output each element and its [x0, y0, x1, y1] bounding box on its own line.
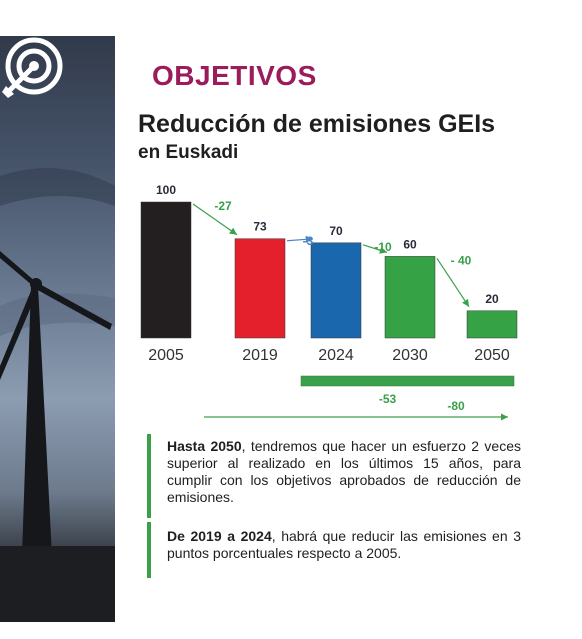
- note-2019-2024: De 2019 a 2024, habrá que reducir las em…: [147, 522, 521, 578]
- wind-turbine-photo: [0, 36, 115, 622]
- bar-2050: [466, 310, 518, 339]
- change-arrow-3: [362, 244, 388, 254]
- value-label-2050: 20: [485, 292, 499, 306]
- category-label-2050: 2050: [474, 347, 510, 364]
- value-label-2005: 100: [156, 183, 176, 197]
- value-label-2030: 60: [403, 237, 417, 251]
- change-label-2: -3: [303, 234, 314, 248]
- note-2050-text: , tendremos que hacer un esfuerzo 2 vece…: [167, 438, 521, 505]
- bar-2019: [234, 238, 286, 339]
- bar-2005: [140, 201, 192, 339]
- wind-turbine-illustration: [0, 168, 115, 622]
- summary-arrow-label: -80: [447, 399, 465, 413]
- emissions-bar-chart: 100 2005 73 2019 70 2024 60 2030 20 2050 -27 -3 -10 -…: [140, 183, 518, 421]
- note-2050: Hasta 2050, tendremos que hacer un esfue…: [147, 434, 521, 518]
- note-2019-2024-text: , habrá que reducir las emisiones en 3 p…: [167, 528, 522, 561]
- category-label-2024: 2024: [318, 347, 354, 364]
- change-arrow-1: [192, 203, 238, 236]
- change-arrow-2: [286, 235, 314, 243]
- bar-2030: [384, 256, 436, 339]
- note-2019-2024-bold: De 2019 a 2024: [167, 528, 272, 544]
- value-label-2019: 73: [253, 220, 267, 234]
- category-label-2030: 2030: [392, 347, 428, 364]
- value-label-2024: 70: [329, 224, 343, 238]
- summary-bracket-label: -53: [379, 392, 397, 406]
- target-icon: [2, 37, 63, 98]
- change-label-3: -10: [374, 240, 392, 254]
- change-arrow-4: [436, 258, 470, 308]
- change-label-1: -27: [214, 199, 232, 213]
- note-2050-bold: Hasta 2050: [167, 438, 242, 454]
- category-label-2019: 2019: [242, 347, 278, 364]
- change-label-4: - 40: [451, 253, 472, 267]
- chart-title: Reducción de emisiones GEIs: [138, 110, 496, 138]
- page-heading: OBJETIVOS: [152, 60, 317, 91]
- chart-subtitle: en Euskadi: [138, 142, 239, 163]
- summary-bracket: [300, 375, 515, 387]
- category-label-2005: 2005: [148, 347, 184, 364]
- bar-2024: [310, 242, 362, 339]
